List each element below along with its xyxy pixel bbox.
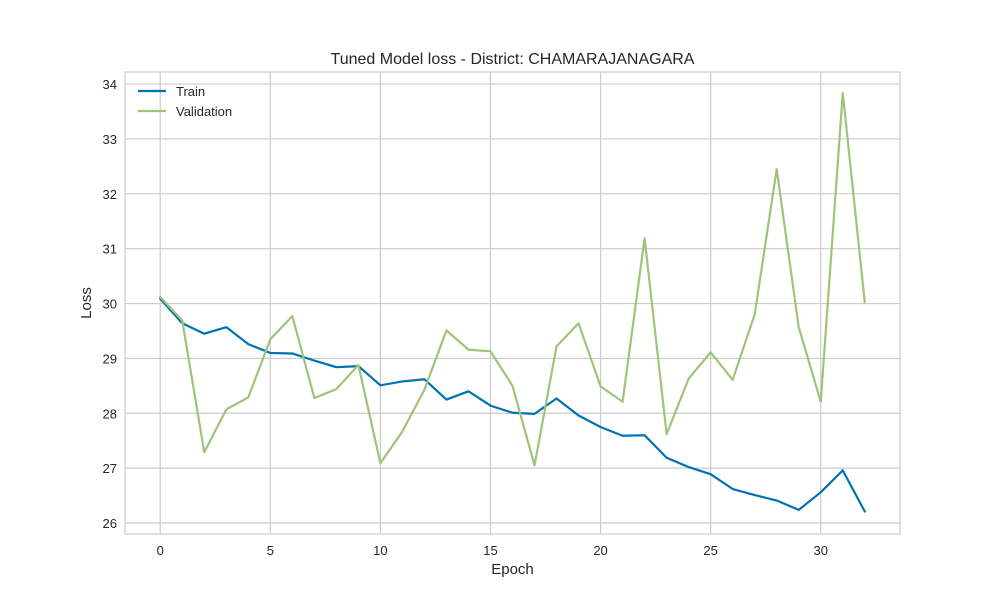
x-tick-labels: 0 5 10 15 20 25 30 xyxy=(157,543,828,558)
x-tick-label: 30 xyxy=(814,543,828,558)
chart-title: Tuned Model loss - District: CHAMARAJANA… xyxy=(331,51,695,68)
x-tick-label: 20 xyxy=(593,543,607,558)
series-line-train xyxy=(159,297,866,513)
x-tick-label: 15 xyxy=(483,543,497,558)
series-line-validation xyxy=(159,91,866,467)
legend-label-validation: Validation xyxy=(176,104,232,119)
legend-label-train: Train xyxy=(176,84,205,99)
x-tick-label: 5 xyxy=(267,543,274,558)
x-axis-label: Epoch xyxy=(491,561,534,578)
y-tick-label: 28 xyxy=(103,406,117,421)
x-tick-label: 0 xyxy=(157,543,164,558)
y-tick-label: 32 xyxy=(103,187,117,202)
y-tick-label: 27 xyxy=(103,461,117,476)
series-layer xyxy=(159,91,866,513)
y-tick-label: 30 xyxy=(103,297,117,312)
y-tick-labels: 26 27 28 29 30 31 32 33 34 xyxy=(103,77,117,531)
plot-frame xyxy=(124,71,901,535)
y-tick-label: 31 xyxy=(103,242,117,257)
x-tick-label: 25 xyxy=(703,543,717,558)
y-tick-label: 33 xyxy=(103,132,117,147)
y-tick-label: 26 xyxy=(103,516,117,531)
x-tick-label: 10 xyxy=(373,543,387,558)
y-axis-label: Loss xyxy=(78,287,95,319)
y-tick-label: 29 xyxy=(103,351,117,366)
y-tick-label: 34 xyxy=(103,77,117,92)
legend: Train Validation xyxy=(138,84,232,119)
